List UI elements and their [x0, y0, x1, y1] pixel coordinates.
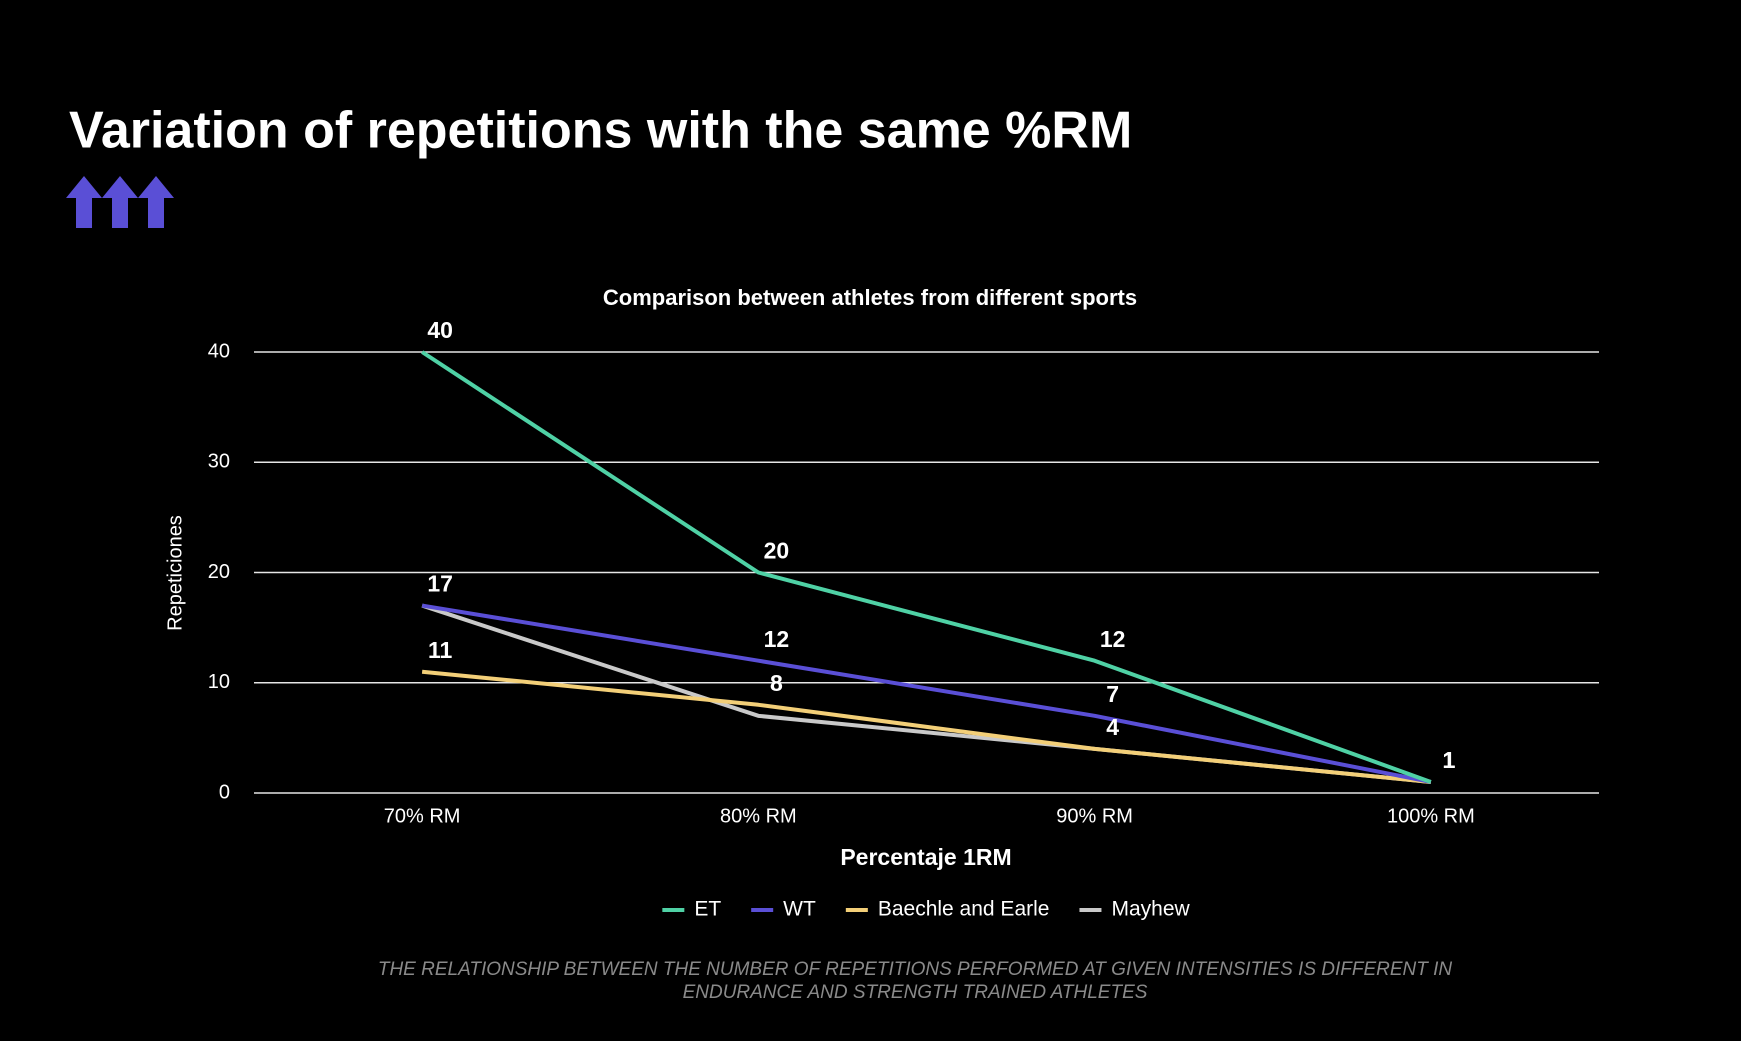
- y-axis-label: Repeticiones: [164, 515, 186, 631]
- chart: Variation of repetitions with the same %…: [66, 102, 1599, 921]
- data-label: 8: [770, 670, 783, 696]
- data-label: 1: [1442, 747, 1455, 773]
- series-line: [421, 603, 1432, 784]
- y-tick-label: 10: [208, 671, 230, 693]
- x-axis-label: Percentaje 1RM: [840, 844, 1011, 870]
- data-label: 12: [764, 626, 790, 652]
- x-tick-label: 90% RM: [1056, 805, 1133, 827]
- data-label: 1: [1442, 747, 1455, 773]
- data-label: 12: [1100, 626, 1126, 652]
- page-title: Variation of repetitions with the same %…: [69, 102, 1132, 160]
- data-label: 7: [1106, 681, 1119, 707]
- data-label: 4: [1106, 714, 1119, 740]
- footnote: THE RELATIONSHIP BETWEEN THE NUMBER OF R…: [377, 959, 1453, 1003]
- data-label: 11: [428, 637, 453, 663]
- data-label: 1: [1442, 747, 1455, 773]
- data-label: 40: [427, 317, 453, 343]
- series-line: [421, 669, 1432, 784]
- x-tick-label: 100% RM: [1387, 805, 1475, 827]
- legend-label: ET: [694, 898, 721, 921]
- series-line: [421, 350, 1432, 784]
- chart-title: Comparison between athletes from differe…: [603, 285, 1137, 310]
- legend-label: Baechle and Earle: [878, 898, 1050, 921]
- legend: ET WT Baechle and Earle Mayhew: [662, 898, 1190, 921]
- data-label: 20: [764, 538, 790, 564]
- legend-label: Mayhew: [1111, 898, 1190, 921]
- x-tick-label: 70% RM: [384, 805, 461, 827]
- y-tick-label: 30: [208, 451, 230, 473]
- legend-label: WT: [783, 898, 816, 921]
- y-tick-label: 40: [208, 340, 230, 362]
- x-tick-label: 80% RM: [720, 805, 797, 827]
- y-tick-label: 20: [208, 561, 230, 583]
- y-tick-label: 0: [219, 781, 230, 803]
- data-label: 17: [427, 571, 453, 597]
- arrow-icons: [66, 176, 174, 228]
